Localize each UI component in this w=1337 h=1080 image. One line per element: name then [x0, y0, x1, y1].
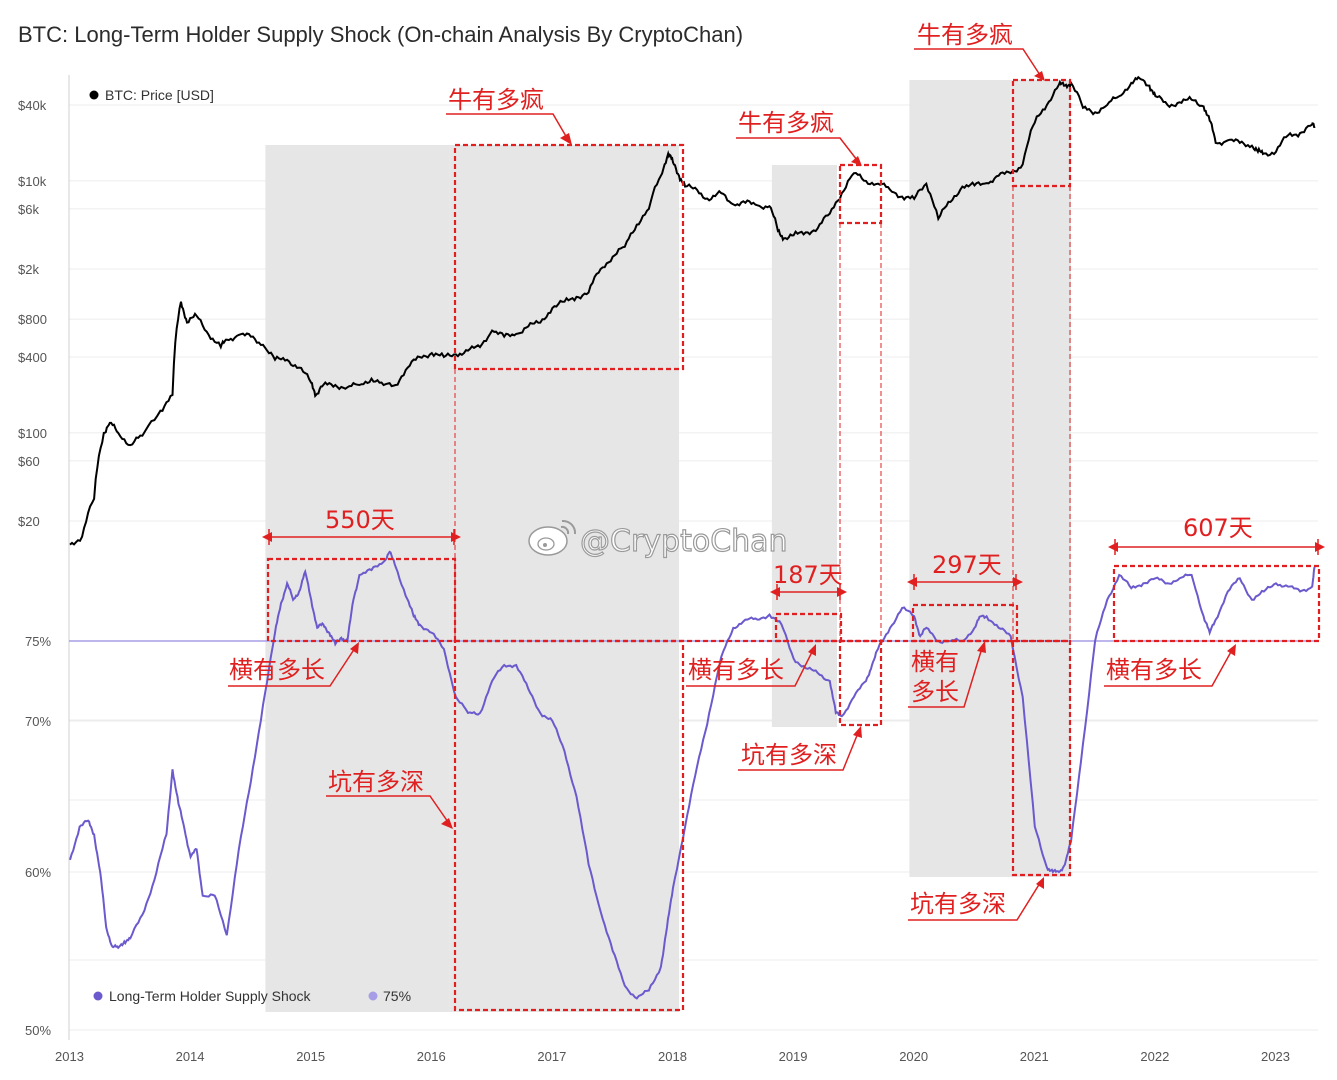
price-tick-label: $2k — [18, 262, 39, 277]
label-sideways-3a: 横有 — [911, 648, 959, 676]
arrow-bull-2019 — [736, 137, 858, 161]
price-tick-label: $20 — [18, 514, 40, 529]
arrow-sideways-2 — [686, 649, 814, 687]
arrow-sideways-3 — [908, 647, 983, 708]
x-tick-label: 2015 — [296, 1049, 325, 1064]
price-tick-label: $400 — [18, 350, 47, 365]
x-tick-label: 2023 — [1261, 1049, 1290, 1064]
x-tick-label: 2018 — [658, 1049, 687, 1064]
arrow-pit-1 — [326, 795, 449, 823]
x-tick-label: 2019 — [779, 1049, 808, 1064]
label-bull-2019: 牛有多疯 — [738, 109, 834, 137]
shade-period-2017 — [449, 145, 680, 1012]
watermark: @CryptoChan — [528, 519, 788, 560]
label-sideways-1: 横有多长 — [229, 656, 325, 684]
arrowheads — [262, 71, 1325, 889]
label-sideways-3b: 多长 — [911, 678, 959, 706]
arrow-sideways-1 — [228, 647, 356, 687]
shade-period-2 — [771, 165, 838, 727]
arrow-bull-2017 — [446, 113, 568, 139]
shock-y-axis: 75% 70% 60% 50% — [25, 634, 51, 1038]
price-tick-label: $6k — [18, 202, 39, 217]
label-pit-3: 坑有多深 — [910, 890, 1006, 918]
shaded-periods — [265, 80, 1071, 1012]
price-tick-label: $100 — [18, 426, 47, 441]
threshold-legend-marker — [368, 991, 378, 1001]
x-tick-label: 2016 — [417, 1049, 446, 1064]
label-bull-2021: 牛有多疯 — [917, 21, 1013, 49]
box-sideways-607 — [1112, 564, 1321, 643]
price-legend: BTC: Price [USD] — [89, 87, 214, 103]
price-tick-label: $40k — [18, 98, 47, 113]
annotation-arrows — [228, 48, 1319, 921]
shock-tick-label: 60% — [25, 865, 51, 880]
shock-tick-label: 75% — [25, 634, 51, 649]
shock-legend-marker — [93, 991, 103, 1001]
x-tick-label: 2022 — [1140, 1049, 1169, 1064]
label-sideways-2: 横有多长 — [688, 656, 784, 684]
x-tick-label: 2014 — [176, 1049, 205, 1064]
label-sideways-4: 横有多长 — [1106, 656, 1202, 684]
price-legend-marker — [89, 90, 99, 100]
price-y-axis: $40k $10k $6k $2k $800 $400 $100 $60 $20 — [18, 98, 47, 529]
shade-period-2021 — [1010, 80, 1071, 877]
watermark-text: @CryptoChan — [580, 524, 788, 559]
label-187-days: 187天 — [773, 561, 843, 589]
shade-period-1 — [265, 145, 450, 1012]
x-tick-label: 2017 — [537, 1049, 566, 1064]
annotation-boxes — [266, 78, 1321, 1012]
x-tick-label: 2013 — [55, 1049, 84, 1064]
label-bull-2017: 牛有多疯 — [448, 86, 544, 114]
x-tick-label: 2020 — [899, 1049, 928, 1064]
arrow-pit-3 — [908, 882, 1041, 921]
shock-legend-label: Long-Term Holder Supply Shock — [109, 988, 312, 1004]
weibo-icon — [528, 519, 577, 556]
box-sideways-297 — [911, 603, 1019, 643]
price-tick-label: $60 — [18, 454, 40, 469]
price-tick-label: $800 — [18, 312, 47, 327]
arrow-sideways-4 — [1104, 649, 1233, 687]
threshold-legend-label: 75% — [383, 988, 411, 1004]
price-series-line — [69, 75, 1316, 546]
grid-lines — [69, 104, 1318, 1031]
arrow-pit-2 — [738, 732, 859, 771]
shade-period-3 — [909, 80, 1011, 877]
shock-legend: Long-Term Holder Supply Shock 75% — [93, 988, 411, 1004]
label-550-days: 550天 — [325, 506, 395, 534]
box-bull-2017 — [453, 143, 685, 371]
label-607-days: 607天 — [1183, 514, 1253, 542]
chart-title: BTC: Long-Term Holder Supply Shock (On-c… — [18, 22, 744, 47]
box-pit-2019 — [838, 639, 883, 727]
price-legend-label: BTC: Price [USD] — [105, 87, 214, 103]
price-tick-label: $10k — [18, 174, 47, 189]
label-pit-2: 坑有多深 — [741, 741, 837, 769]
shock-tick-label: 70% — [25, 714, 51, 729]
label-pit-1: 坑有多深 — [328, 768, 424, 796]
shock-series-line — [69, 550, 1316, 1000]
box-bull-2021 — [1011, 78, 1072, 188]
x-tick-label: 2021 — [1020, 1049, 1049, 1064]
label-297-days: 297天 — [932, 551, 1002, 579]
shock-tick-label: 50% — [25, 1023, 51, 1038]
x-axis: 2013 2014 2015 2016 2017 2018 2019 2020 2021 2022… — [55, 1049, 1290, 1064]
box-sideways-550 — [266, 557, 457, 643]
arrow-bull-2021 — [914, 48, 1041, 76]
